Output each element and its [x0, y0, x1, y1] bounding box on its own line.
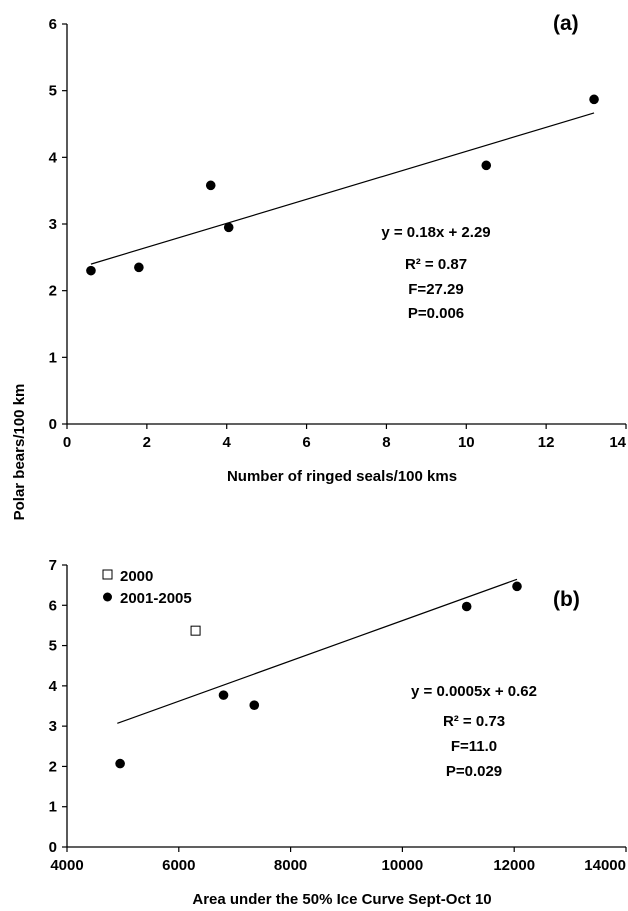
y-tick-label: 2 — [49, 283, 57, 300]
x-tick-label: 8000 — [274, 857, 307, 874]
data-point — [589, 94, 599, 105]
legend: 2000 2001-2005 — [102, 568, 192, 607]
y-tick-label: 4 — [49, 149, 58, 166]
x-axis-title-a: Number of ringed seals/100 kms — [227, 468, 457, 485]
data-point — [481, 160, 492, 171]
trendline-b — [117, 578, 518, 724]
y-tick-label: 1 — [49, 799, 57, 816]
y-ticks-b: 0 1 2 3 4 5 6 7 — [49, 557, 67, 856]
x-tick-label: 6000 — [162, 857, 195, 874]
data-point — [249, 700, 260, 710]
x-tick-label: 14 — [609, 434, 626, 451]
panel-label-a: (a) — [553, 12, 579, 35]
r-squared-b: R² = 0.73 — [443, 713, 505, 730]
f-stat-b: F=11.0 — [451, 738, 497, 755]
points-a — [86, 94, 599, 276]
equation-a: y = 0.18x + 2.29 — [381, 224, 490, 241]
axes-b — [66, 565, 626, 848]
data-point-open-square — [190, 625, 201, 636]
p-value-a: P=0.006 — [408, 305, 464, 322]
data-point — [512, 581, 522, 592]
x-ticks-b: 4000 6000 8000 10000 12000 14000 — [50, 847, 627, 874]
y-tick-label: 6 — [49, 16, 57, 33]
x-tick-label: 4000 — [50, 857, 83, 874]
data-point — [115, 758, 125, 769]
data-point — [461, 601, 472, 612]
x-tick-label: 0 — [63, 434, 71, 451]
f-stat-a: F=27.29 — [408, 281, 463, 298]
legend-label-2000: 2000 — [120, 568, 153, 585]
p-value-b: P=0.029 — [446, 763, 502, 780]
points-b — [115, 581, 522, 769]
x-axis-title-b: Area under the 50% Ice Curve Sept-Oct 10 — [192, 891, 491, 908]
x-ticks-a: 0 2 4 6 8 10 12 14 — [63, 424, 627, 451]
x-tick-label: 10 — [458, 434, 475, 451]
y-tick-label: 0 — [49, 839, 57, 856]
y-tick-label: 1 — [49, 349, 57, 366]
data-point — [205, 180, 216, 191]
data-point — [134, 262, 144, 273]
x-tick-label: 2 — [143, 434, 151, 451]
data-point — [223, 222, 234, 233]
legend-marker-2000 — [102, 569, 113, 580]
y-ticks-a: 0 1 2 3 4 5 6 — [49, 16, 67, 433]
data-point — [86, 265, 96, 276]
y-tick-label: 2 — [49, 758, 57, 775]
y-tick-label: 3 — [49, 216, 57, 233]
trendline-a — [90, 112, 595, 265]
legend-marker-2001-2005 — [103, 592, 112, 602]
data-point — [218, 690, 229, 700]
x-tick-label: 10000 — [382, 857, 424, 874]
y-tick-label: 0 — [49, 416, 57, 433]
y-tick-label: 5 — [49, 83, 57, 100]
y-tick-label: 6 — [49, 597, 57, 614]
chart-b: 0 1 2 3 4 5 6 7 4000 6000 8000 10000 12000 14000 Are… — [49, 557, 627, 908]
x-tick-label: 6 — [302, 434, 310, 451]
y-tick-label: 5 — [49, 638, 57, 655]
axes-a — [66, 24, 626, 425]
y-tick-label: 4 — [49, 678, 58, 695]
x-tick-label: 8 — [382, 434, 390, 451]
panel-label-b: (b) — [553, 588, 580, 611]
legend-label-2001-2005: 2001-2005 — [120, 590, 192, 607]
equation-b: y = 0.0005x + 0.62 — [411, 683, 537, 700]
x-tick-label: 12000 — [493, 857, 535, 874]
shared-y-axis-title: Polar bears/100 km — [11, 384, 28, 521]
y-tick-label: 3 — [49, 718, 57, 735]
x-tick-label: 4 — [223, 434, 232, 451]
r-squared-a: R² = 0.87 — [405, 256, 467, 273]
x-tick-label: 14000 — [584, 857, 626, 874]
y-tick-label: 7 — [49, 557, 57, 574]
x-tick-label: 12 — [538, 434, 555, 451]
